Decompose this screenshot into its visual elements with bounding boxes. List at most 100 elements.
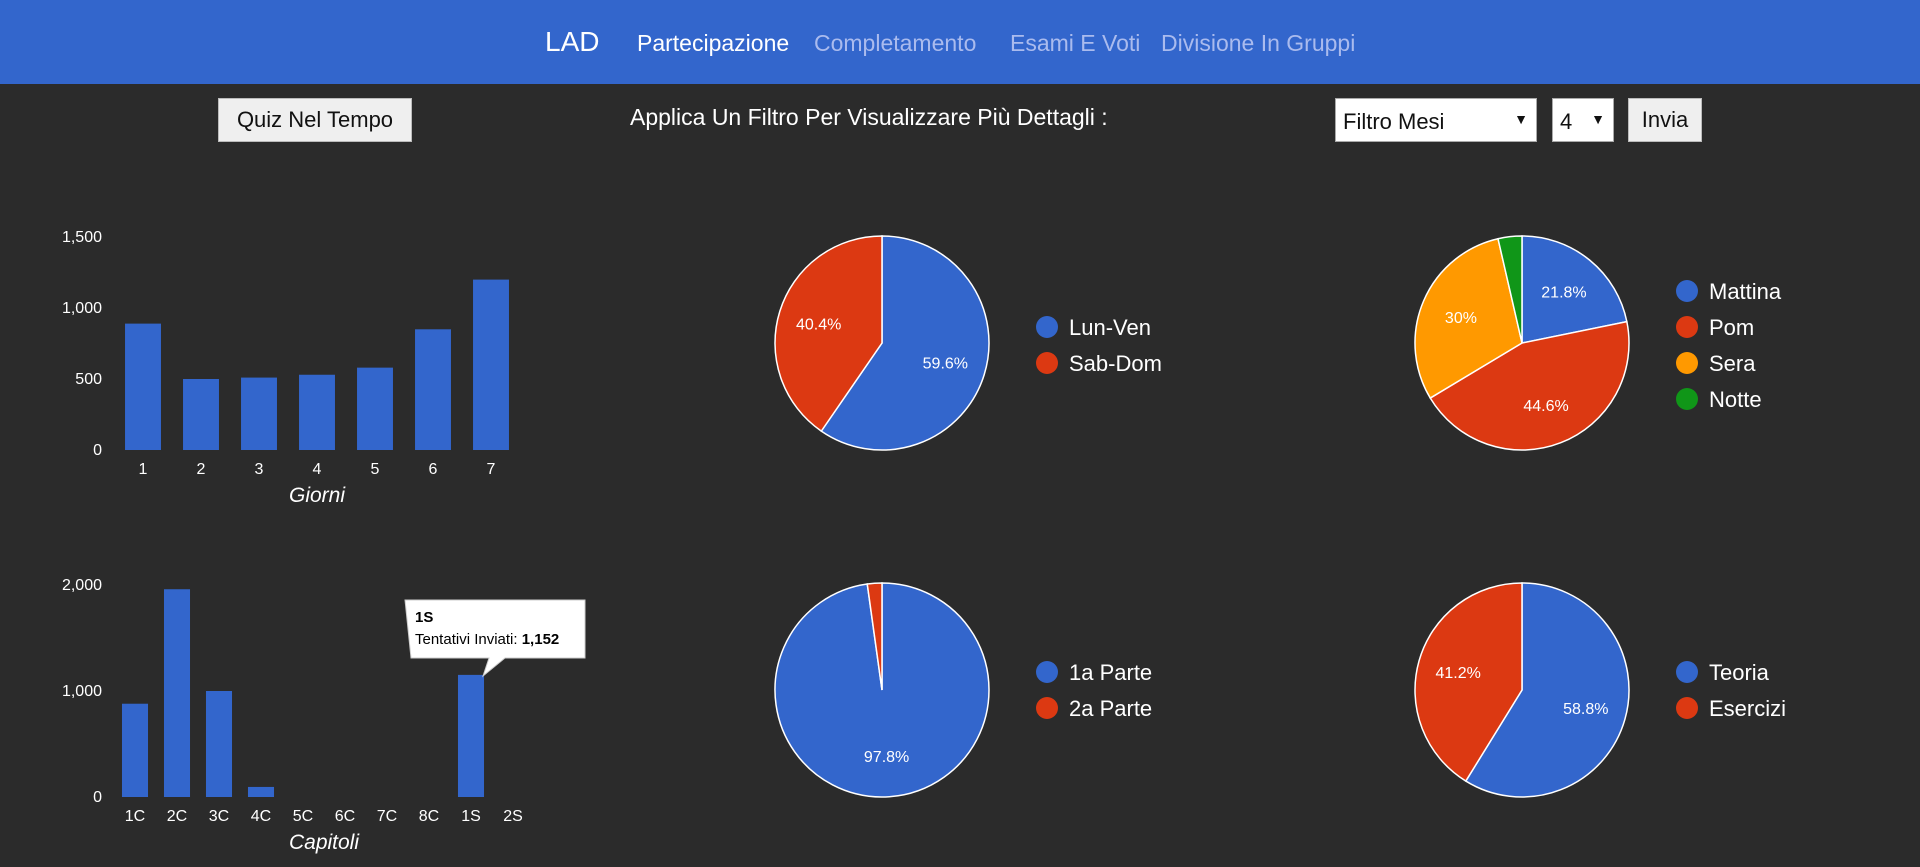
- bar-chart-capitoli: 0 1,000 2,000 1C 2C 3C 4C 5C 6C 7C 8C 1S 2S Capitoli 1…: [62, 577, 586, 854]
- pie-slice-esercizi[interactable]: [1414, 582, 1523, 783]
- pie-slice-pom[interactable]: [1429, 320, 1630, 451]
- top-navbar: LAD Partecipazione Completamento Esami E…: [0, 0, 1920, 84]
- tooltip-body: Tentativi Inviati: 1,152: [415, 631, 559, 648]
- x-tick-label: 7C: [377, 808, 397, 825]
- pie-chart-lun-ven: 59.6% 40.4% Lun-Ven Sab-Dom: [774, 235, 1162, 451]
- x-tick-label: 4: [313, 461, 322, 478]
- legend-marker: [1676, 697, 1698, 719]
- legend-label[interactable]: Pom: [1709, 315, 1754, 340]
- x-tick-label: 5C: [293, 808, 313, 825]
- x-tick-label: 6C: [335, 808, 355, 825]
- y-tick-label: 500: [75, 371, 102, 388]
- x-tick-label: 4C: [251, 808, 271, 825]
- y-tick-label: 2,000: [62, 577, 102, 594]
- x-tick-label: 2C: [167, 808, 187, 825]
- slice-value-label: 59.6%: [923, 356, 968, 373]
- dropdown-arrow-icon: ▼: [1514, 111, 1528, 127]
- x-tick-label: 3C: [209, 808, 229, 825]
- legend-label[interactable]: 1a Parte: [1069, 660, 1152, 685]
- legend-marker: [1036, 697, 1058, 719]
- slice-value-label: 30%: [1445, 310, 1477, 327]
- legend-marker: [1676, 316, 1698, 338]
- pie-slice-mattina[interactable]: [1521, 235, 1628, 344]
- nav-partecipazione[interactable]: Partecipazione: [637, 30, 790, 56]
- x-tick-label: 6: [429, 461, 438, 478]
- pie-slice-lun-ven[interactable]: [820, 235, 990, 451]
- bar-chart-giorni: 0 500 1,000 1,500 1 2 3 4 5 6 7 Giorni: [62, 229, 509, 507]
- x-tick-label: 1: [139, 461, 148, 478]
- nav-completamento[interactable]: Completamento: [814, 30, 977, 56]
- bar-2C[interactable]: [163, 589, 191, 797]
- legend-marker: [1036, 316, 1058, 338]
- bar-7[interactable]: [473, 279, 509, 450]
- x-tick-label: 8C: [419, 808, 439, 825]
- legend-marker: [1676, 352, 1698, 374]
- bar-1C[interactable]: [121, 703, 149, 797]
- x-axis-title: Capitoli: [289, 831, 360, 854]
- tooltip-label: Tentativi Inviati:: [415, 631, 522, 648]
- pie-chart-teoria-esercizi: 58.8% 41.2% Teoria Esercizi: [1414, 582, 1786, 798]
- slice-value-label: 41.2%: [1435, 665, 1480, 682]
- legend-marker: [1676, 388, 1698, 410]
- slice-value-label: 21.8%: [1541, 285, 1586, 302]
- legend-label[interactable]: Teoria: [1709, 660, 1770, 685]
- nav-divisione-in-gruppi[interactable]: Divisione In Gruppi: [1161, 30, 1356, 56]
- bar-3[interactable]: [241, 377, 277, 450]
- pie-slice-teoria[interactable]: [1464, 582, 1630, 798]
- quiz-nel-tempo-button[interactable]: Quiz Nel Tempo: [218, 98, 412, 142]
- number-select[interactable]: 4 ▼: [1552, 98, 1614, 142]
- legend-label[interactable]: Lun-Ven: [1069, 315, 1151, 340]
- legend-marker: [1676, 661, 1698, 683]
- x-tick-label: 7: [487, 461, 496, 478]
- brand-logo[interactable]: LAD: [545, 26, 600, 57]
- x-tick-label: 2: [197, 461, 206, 478]
- pie-chart-parti: 97.8% 1a Parte 2a Parte: [774, 582, 1152, 798]
- y-tick-label: 0: [93, 789, 102, 806]
- pie-slice-sera[interactable]: [1414, 237, 1523, 400]
- bar-3C[interactable]: [205, 691, 233, 797]
- slice-value-label: 40.4%: [796, 316, 841, 333]
- tooltip-title: 1S: [415, 609, 433, 626]
- legend-marker: [1676, 280, 1698, 302]
- pie-chart-fascia-oraria: 21.8% 44.6% 30% Mattina Pom Sera Notte: [1414, 235, 1782, 451]
- filter-month-select[interactable]: Filtro Mesi ▼: [1335, 98, 1537, 142]
- legend-label[interactable]: Esercizi: [1709, 696, 1786, 721]
- tooltip-value: 1,152: [522, 631, 560, 648]
- x-axis-title: Giorni: [289, 484, 346, 507]
- filter-month-value: Filtro Mesi: [1343, 109, 1445, 134]
- bar-2[interactable]: [183, 379, 219, 450]
- filter-label: Applica Un Filtro Per Visualizzare Più D…: [630, 104, 1108, 130]
- pie-slice-2a-parte[interactable]: [866, 582, 883, 691]
- bar-1S[interactable]: [457, 674, 485, 797]
- y-tick-label: 1,000: [62, 300, 102, 317]
- dropdown-arrow-icon: ▼: [1591, 111, 1605, 127]
- legend-label[interactable]: Sera: [1709, 351, 1756, 376]
- bar-5[interactable]: [357, 367, 393, 450]
- y-tick-label: 1,500: [62, 229, 102, 246]
- slice-value-label: 44.6%: [1523, 398, 1568, 415]
- slice-value-label: 97.8%: [864, 749, 909, 766]
- x-tick-label: 3: [255, 461, 264, 478]
- bar-1[interactable]: [125, 323, 161, 450]
- bar-6[interactable]: [415, 329, 451, 450]
- y-tick-label: 0: [93, 442, 102, 459]
- pie-slice-notte[interactable]: [1497, 235, 1523, 344]
- x-tick-label: 1C: [125, 808, 145, 825]
- legend-marker: [1036, 352, 1058, 374]
- legend-label[interactable]: 2a Parte: [1069, 696, 1152, 721]
- invia-button[interactable]: Invia: [1628, 98, 1702, 142]
- pie-slice-sab-dom[interactable]: [774, 235, 883, 433]
- x-tick-label: 5: [371, 461, 380, 478]
- bar-4[interactable]: [299, 374, 335, 450]
- nav-esami-e-voti[interactable]: Esami E Voti: [1010, 30, 1141, 56]
- legend-label[interactable]: Mattina: [1709, 279, 1782, 304]
- legend-marker: [1036, 661, 1058, 683]
- slice-value-label: 58.8%: [1563, 701, 1608, 718]
- x-tick-label: 1S: [461, 808, 481, 825]
- tooltip: [404, 599, 586, 678]
- bar-4C[interactable]: [247, 786, 275, 797]
- x-tick-label: 2S: [503, 808, 523, 825]
- legend-label[interactable]: Notte: [1709, 387, 1762, 412]
- y-tick-label: 1,000: [62, 683, 102, 700]
- legend-label[interactable]: Sab-Dom: [1069, 351, 1162, 376]
